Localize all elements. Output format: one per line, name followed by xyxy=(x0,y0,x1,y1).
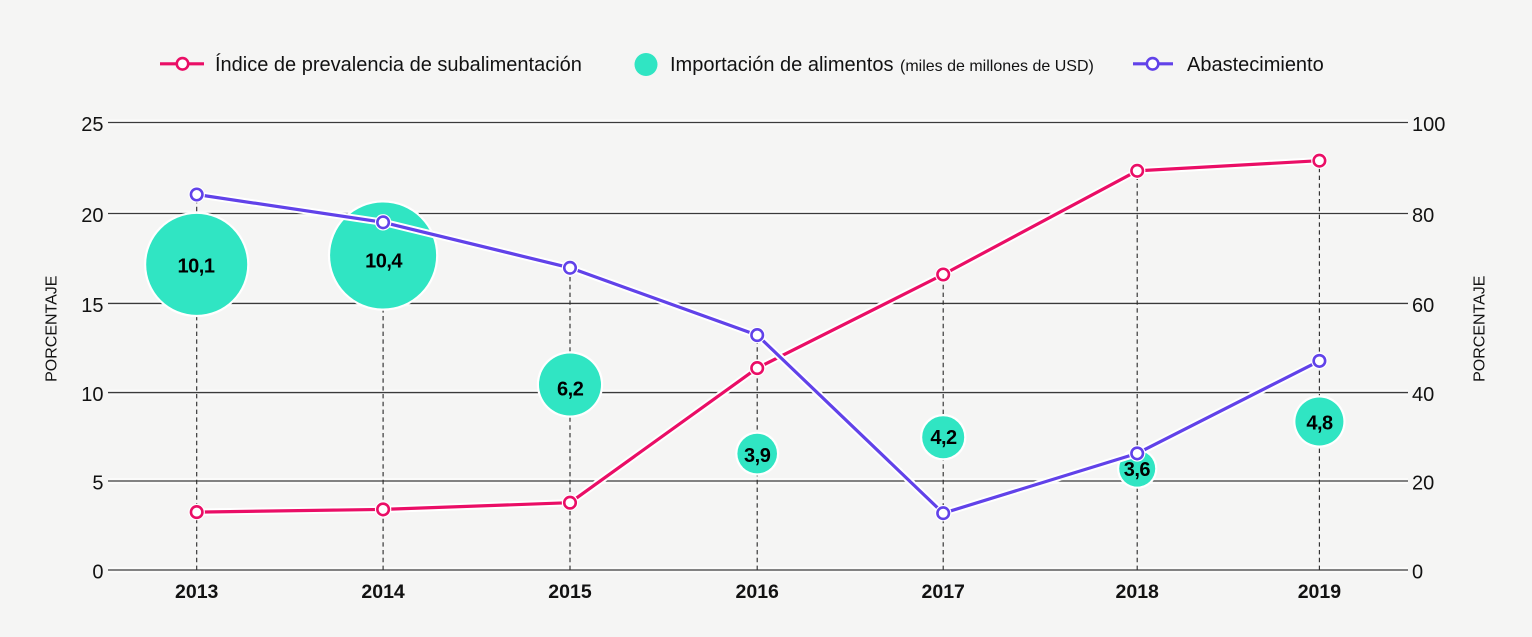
svg-text:2018: 2018 xyxy=(1116,581,1160,603)
svg-text:25: 25 xyxy=(81,114,103,136)
svg-text:6,2: 6,2 xyxy=(557,378,584,400)
svg-text:4,8: 4,8 xyxy=(1306,413,1333,435)
svg-text:4,2: 4,2 xyxy=(930,427,957,449)
svg-text:2017: 2017 xyxy=(922,581,965,603)
svg-text:5: 5 xyxy=(92,473,103,495)
svg-text:10,4: 10,4 xyxy=(365,250,403,272)
svg-text:40: 40 xyxy=(1412,384,1434,406)
svg-text:3,6: 3,6 xyxy=(1124,459,1151,481)
svg-text:2013: 2013 xyxy=(175,581,219,603)
svg-text:PORCENTAJE: PORCENTAJE xyxy=(1472,276,1489,382)
svg-text:PORCENTAJE: PORCENTAJE xyxy=(44,276,61,382)
svg-text:Abastecimiento: Abastecimiento xyxy=(1187,54,1324,76)
svg-text:2016: 2016 xyxy=(736,581,780,603)
svg-text:10: 10 xyxy=(81,384,103,406)
svg-text:100: 100 xyxy=(1412,114,1445,136)
svg-text:15: 15 xyxy=(81,295,103,317)
svg-text:80: 80 xyxy=(1412,205,1434,227)
svg-text:20: 20 xyxy=(1412,473,1434,495)
svg-text:2015: 2015 xyxy=(548,581,592,603)
svg-text:0: 0 xyxy=(1412,562,1423,584)
svg-text:(miles de millones de USD): (miles de millones de USD) xyxy=(900,58,1094,75)
svg-text:2014: 2014 xyxy=(361,581,405,603)
svg-text:3,9: 3,9 xyxy=(744,445,771,467)
svg-text:Importación de alimentos: Importación de alimentos xyxy=(670,54,893,76)
svg-text:0: 0 xyxy=(92,562,103,584)
svg-text:20: 20 xyxy=(81,205,103,227)
svg-text:Índice de prevalencia de subal: Índice de prevalencia de subalimentación xyxy=(215,53,582,76)
svg-text:60: 60 xyxy=(1412,295,1434,317)
svg-text:2019: 2019 xyxy=(1298,581,1342,603)
svg-text:10,1: 10,1 xyxy=(178,256,215,278)
